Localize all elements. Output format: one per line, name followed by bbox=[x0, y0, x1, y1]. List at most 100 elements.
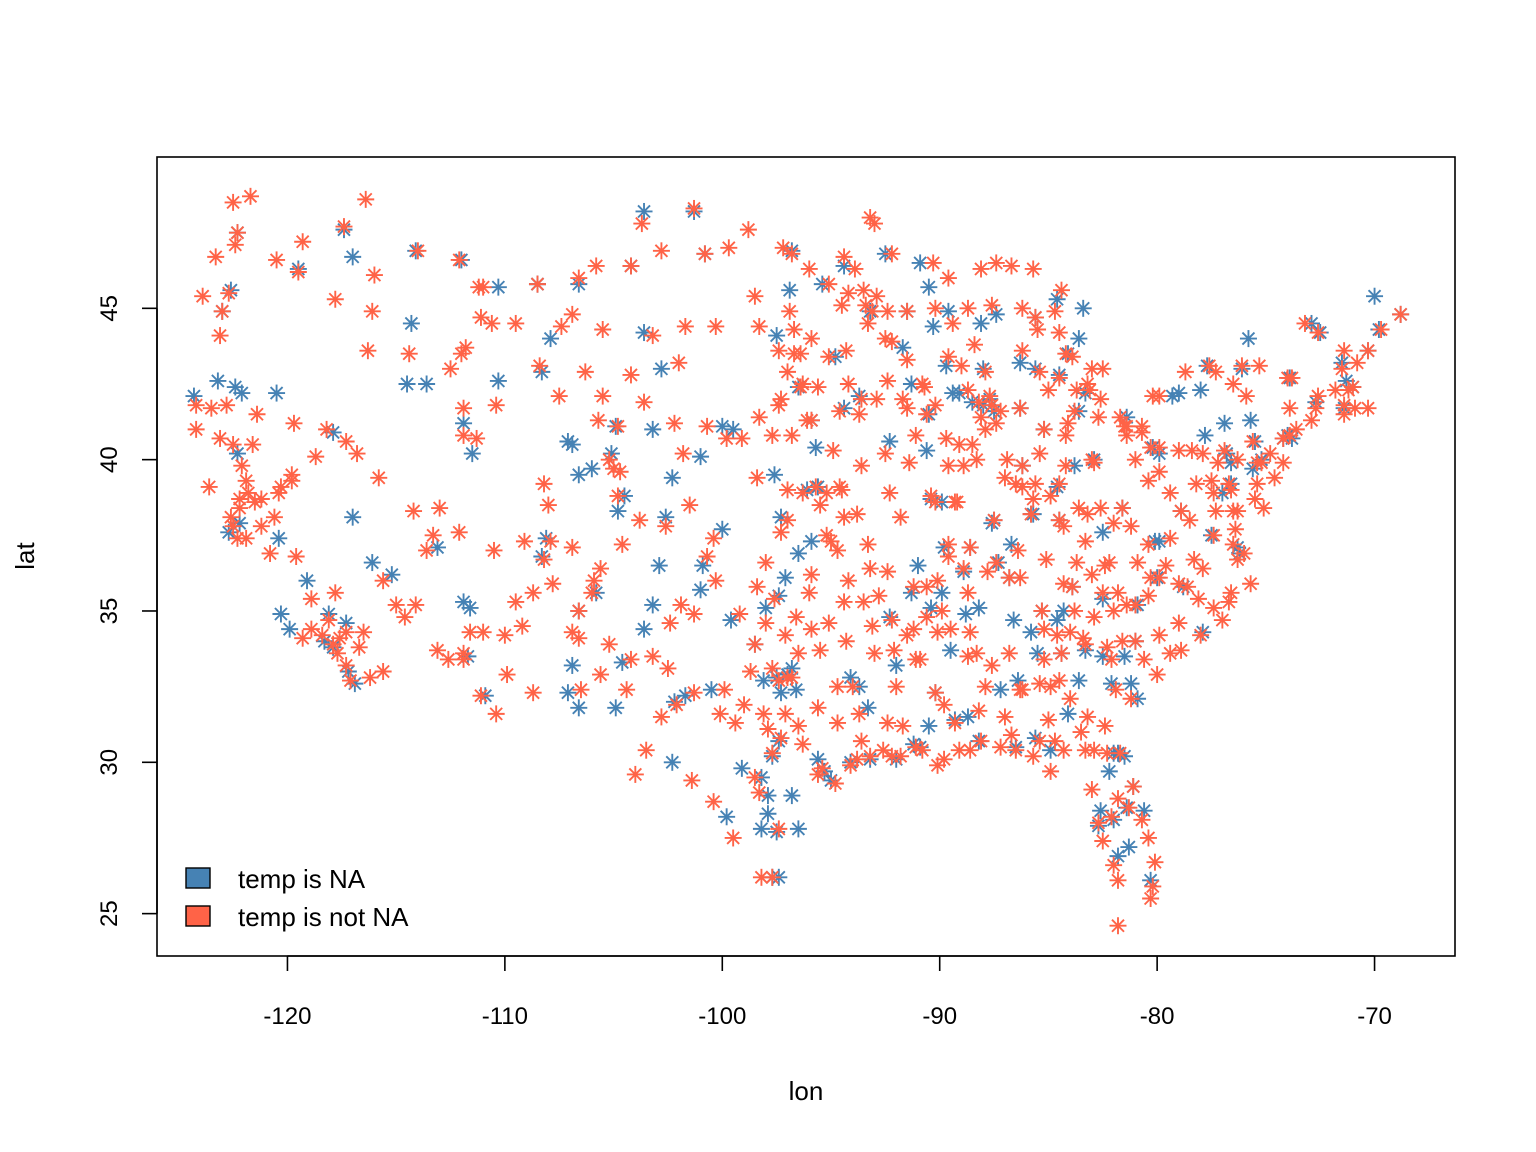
data-point bbox=[1237, 387, 1255, 405]
data-point bbox=[926, 684, 944, 702]
data-point bbox=[359, 342, 377, 360]
data-point bbox=[463, 445, 481, 463]
data-point bbox=[1194, 445, 1212, 463]
data-point bbox=[635, 620, 653, 638]
legend-label-temp-not-na: temp is not NA bbox=[238, 902, 409, 932]
data-point bbox=[1281, 399, 1299, 417]
data-point bbox=[826, 774, 844, 792]
data-point bbox=[587, 257, 605, 275]
data-point bbox=[868, 390, 886, 408]
data-point bbox=[665, 414, 683, 432]
x-tick-label: -120 bbox=[263, 1003, 311, 1030]
data-point bbox=[718, 808, 736, 826]
data-point bbox=[770, 342, 788, 360]
data-point bbox=[757, 614, 775, 632]
data-point bbox=[933, 584, 951, 602]
data-point bbox=[992, 681, 1010, 699]
data-point bbox=[313, 626, 331, 644]
data-point bbox=[1150, 387, 1168, 405]
data-point bbox=[618, 681, 636, 699]
data-point bbox=[789, 644, 807, 662]
data-point bbox=[929, 623, 947, 641]
data-point bbox=[1248, 475, 1266, 493]
data-point bbox=[757, 599, 775, 617]
data-point bbox=[961, 623, 979, 641]
data-point bbox=[1303, 411, 1321, 429]
data-point bbox=[600, 635, 618, 653]
data-point bbox=[772, 684, 790, 702]
data-point bbox=[1274, 429, 1292, 447]
data-point bbox=[1229, 451, 1247, 469]
data-point bbox=[924, 317, 942, 335]
data-point bbox=[802, 620, 820, 638]
legend-swatch-temp-not-na bbox=[185, 905, 211, 927]
data-point bbox=[342, 672, 360, 690]
data-point bbox=[585, 572, 603, 590]
data-point bbox=[1209, 454, 1227, 472]
data-point bbox=[1102, 808, 1120, 826]
data-point bbox=[622, 650, 640, 668]
data-point bbox=[1079, 708, 1097, 726]
data-point bbox=[1083, 451, 1101, 469]
data-point bbox=[328, 644, 346, 662]
data-point bbox=[1048, 626, 1066, 644]
data-point bbox=[750, 408, 768, 426]
data-point bbox=[611, 463, 629, 481]
data-point bbox=[870, 587, 888, 605]
data-point bbox=[842, 756, 860, 774]
data-point bbox=[409, 242, 427, 260]
data-point bbox=[626, 765, 644, 783]
data-point bbox=[1105, 856, 1123, 874]
data-point bbox=[985, 511, 1003, 529]
data-point bbox=[1063, 578, 1081, 596]
data-point bbox=[442, 360, 460, 378]
data-point bbox=[992, 738, 1010, 756]
data-point bbox=[1359, 342, 1377, 360]
data-point bbox=[1185, 551, 1203, 569]
data-point bbox=[402, 314, 420, 332]
data-point bbox=[670, 354, 688, 372]
data-point bbox=[622, 366, 640, 384]
data-point bbox=[348, 445, 366, 463]
data-point bbox=[1111, 744, 1129, 762]
data-point bbox=[202, 399, 220, 417]
data-point bbox=[1042, 678, 1060, 696]
data-point bbox=[863, 302, 881, 320]
data-point bbox=[663, 469, 681, 487]
data-point bbox=[239, 484, 257, 502]
data-point bbox=[1126, 451, 1144, 469]
data-point bbox=[1150, 439, 1168, 457]
data-point bbox=[802, 566, 820, 584]
data-point bbox=[657, 517, 675, 535]
data-point bbox=[418, 375, 436, 393]
data-point bbox=[831, 478, 849, 496]
data-point bbox=[439, 650, 457, 668]
data-point bbox=[224, 436, 242, 454]
data-point bbox=[507, 593, 525, 611]
data-point bbox=[1192, 626, 1210, 644]
data-point bbox=[879, 372, 897, 390]
data-point bbox=[846, 260, 864, 278]
data-point bbox=[231, 490, 249, 508]
data-point bbox=[809, 765, 827, 783]
data-point bbox=[759, 720, 777, 738]
data-point bbox=[1187, 475, 1205, 493]
data-point bbox=[474, 278, 492, 296]
data-point bbox=[1024, 490, 1042, 508]
data-point bbox=[1181, 511, 1199, 529]
data-point bbox=[1244, 432, 1262, 450]
data-point bbox=[513, 617, 531, 635]
data-point bbox=[722, 611, 740, 629]
data-point bbox=[211, 429, 229, 447]
data-point bbox=[809, 699, 827, 717]
data-point bbox=[837, 632, 855, 650]
data-point bbox=[1120, 838, 1138, 856]
data-point bbox=[1033, 602, 1051, 620]
data-point bbox=[1094, 523, 1112, 541]
data-point bbox=[226, 378, 244, 396]
data-point bbox=[1005, 611, 1023, 629]
data-point bbox=[763, 426, 781, 444]
data-point bbox=[733, 759, 751, 777]
data-point bbox=[752, 820, 770, 838]
